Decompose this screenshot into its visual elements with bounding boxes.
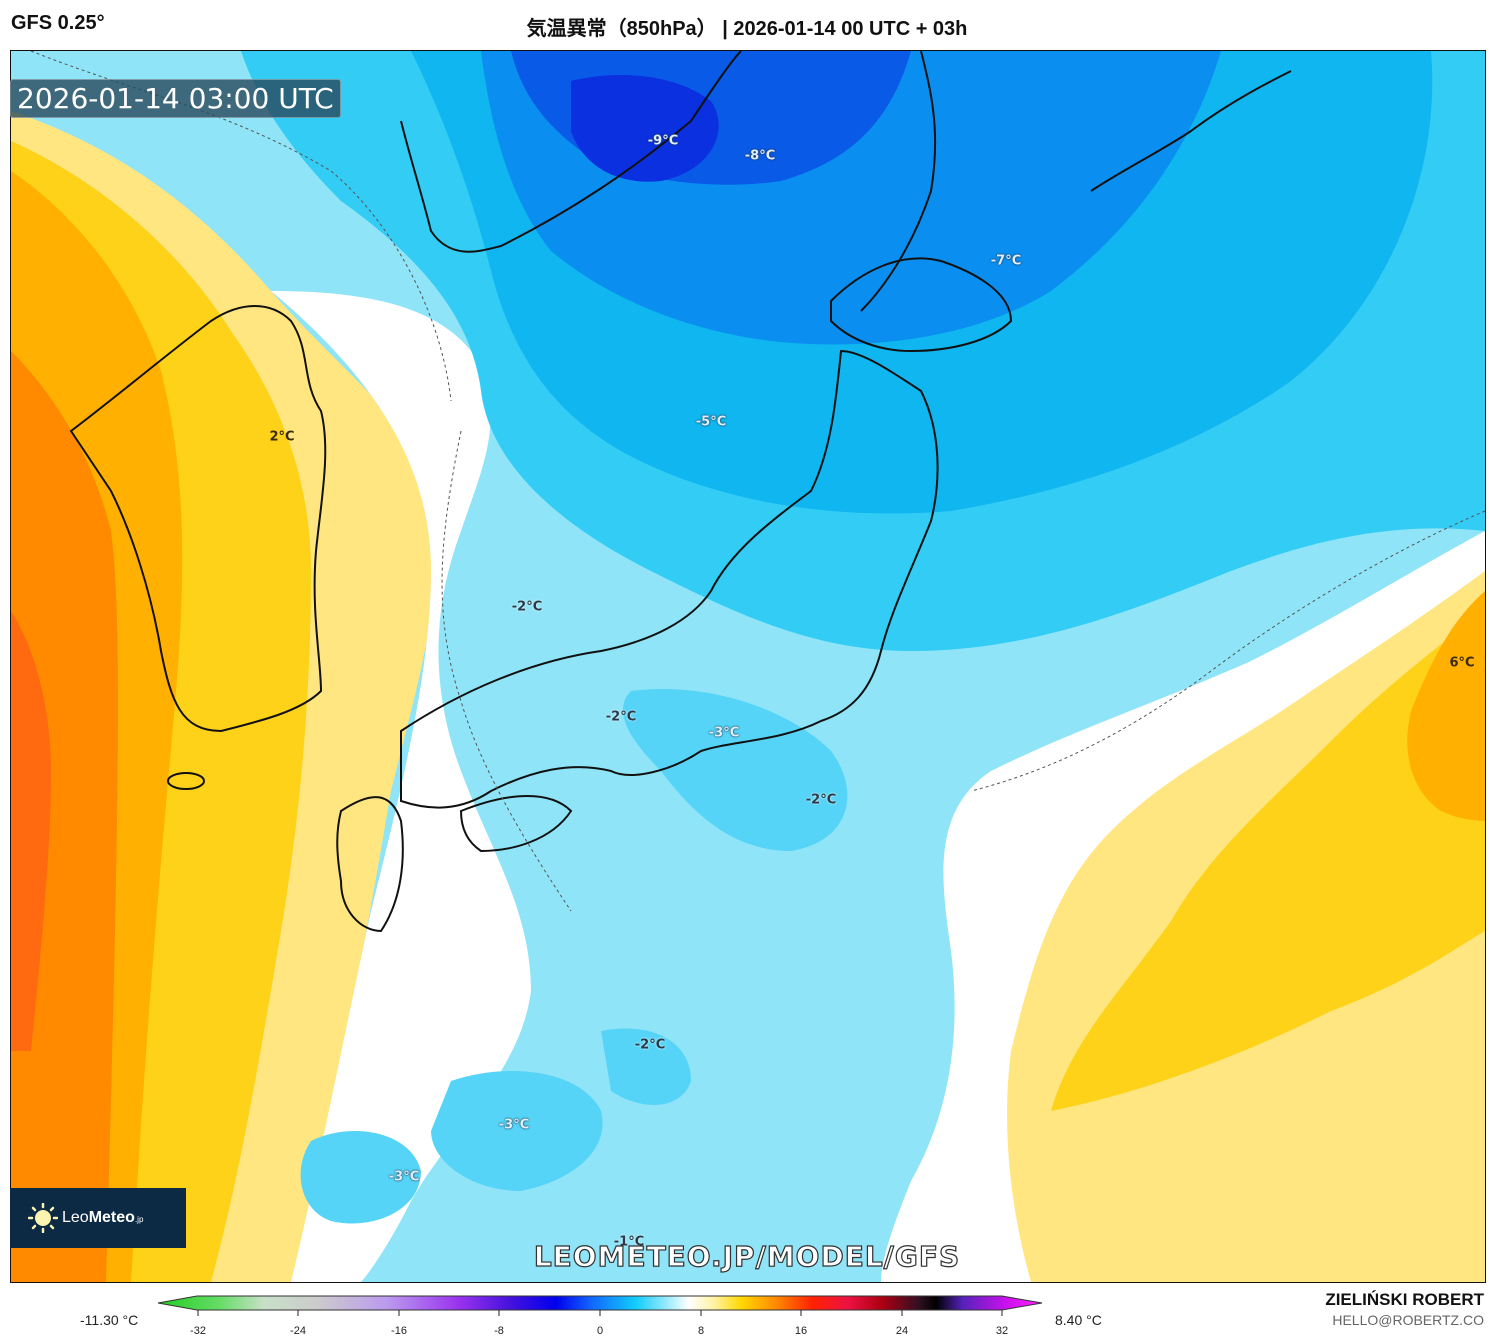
colorbar: [150, 1294, 1050, 1338]
value-label: 2°C: [269, 429, 295, 445]
brand-name: LeoMeteo.jp: [62, 1209, 144, 1226]
value-label: -2°C: [511, 599, 543, 615]
value-label: -5°C: [695, 414, 727, 430]
colorbar-tick: 16: [794, 1325, 808, 1337]
value-label: -7°C: [990, 253, 1022, 269]
value-label: 6°C: [1449, 655, 1475, 671]
value-label: -9°C: [647, 133, 679, 149]
value-label: -1°C: [613, 1234, 645, 1250]
site-watermark: LEOMETEO.JP/MODEL/GFS: [533, 1239, 961, 1273]
model-name: GFS 0.25°: [11, 12, 105, 34]
leometeo-logo[interactable]: LeoMeteo.jp: [10, 1188, 186, 1248]
colorbar-tick: -8: [494, 1325, 504, 1337]
value-label: -2°C: [634, 1037, 666, 1053]
colorbar-tick: 0: [596, 1325, 604, 1337]
chart-title: 気温異常（850hPa） | 2026-01-14 00 UTC + 03h: [526, 18, 968, 40]
value-label: -3°C: [498, 1117, 530, 1133]
temperature-field: [11, 51, 1485, 1282]
colorbar-tick: 24: [895, 1325, 909, 1337]
value-label: -8°C: [744, 148, 776, 164]
colorbar-min-label: -11.30 °C: [80, 1312, 139, 1328]
colorbar-tick: -16: [391, 1325, 407, 1337]
author-credit: ZIELIŃSKI ROBERT HELLO@ROBERTZ.CO: [1325, 1290, 1484, 1328]
author-email[interactable]: HELLO@ROBERTZ.CO: [1332, 1312, 1484, 1328]
value-label: -3°C: [388, 1169, 420, 1185]
colorbar-tick: -24: [290, 1325, 306, 1337]
colorbar-max-label: 8.40 °C: [1055, 1312, 1102, 1328]
valid-time-badge: 2026-01-14 03:00 UTC: [10, 79, 341, 118]
author-name: ZIELIŃSKI ROBERT: [1325, 1290, 1484, 1309]
value-label: -3°C: [708, 725, 740, 741]
colorbar-tick: 32: [995, 1325, 1009, 1337]
colorbar-tick: -32: [190, 1325, 206, 1337]
anomaly-map: -9°C -8°C -7°C 2°C -5°C -2°C -2°C -3°C 6…: [10, 50, 1486, 1283]
sun-icon: [27, 1202, 59, 1234]
value-label: -2°C: [805, 792, 837, 808]
colorbar-tick: 8: [697, 1325, 705, 1337]
value-label: -2°C: [605, 709, 637, 725]
